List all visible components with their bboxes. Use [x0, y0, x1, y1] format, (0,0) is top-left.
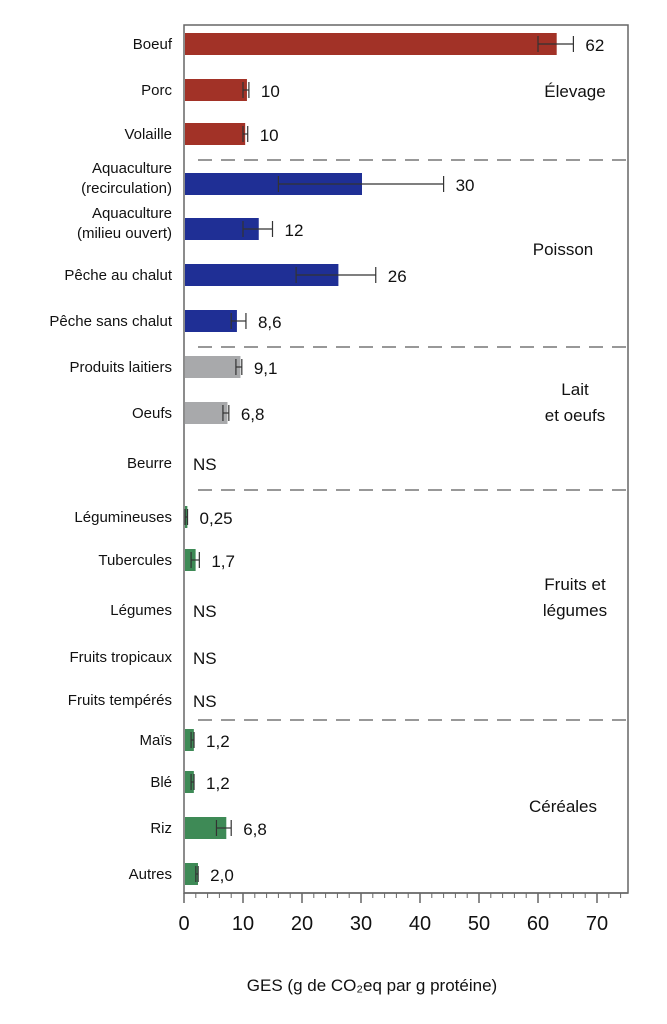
plot-frame: [183, 24, 629, 894]
x-tick-label: 50: [468, 913, 490, 935]
x-tick-label: 40: [409, 913, 431, 935]
category-label: Tubercules: [98, 552, 172, 569]
group-label: Fruits et: [544, 575, 606, 594]
value-label: 6,8: [241, 405, 265, 424]
bar: [185, 549, 196, 571]
category-label: Aquaculture: [92, 160, 172, 177]
category-label: Volaille: [124, 126, 172, 143]
x-axis-title: GES (g de CO₂eq par g protéine): [247, 976, 497, 995]
value-label: NS: [193, 649, 217, 668]
category-label: Riz: [150, 820, 172, 837]
value-label: 0,25: [200, 509, 233, 528]
category-label: Fruits tropicaux: [69, 649, 172, 666]
x-tick-label: 20: [291, 913, 313, 935]
x-tick-label: 0: [178, 913, 189, 935]
bar: [185, 402, 228, 424]
category-label: Autres: [129, 866, 172, 883]
x-tick-label: 70: [586, 913, 608, 935]
bar: [185, 310, 237, 332]
group-label: Lait: [561, 380, 589, 399]
value-label: 62: [585, 36, 604, 55]
group-label: Poisson: [533, 240, 593, 259]
bar: [185, 264, 339, 286]
value-label: NS: [193, 692, 217, 711]
value-label: 10: [260, 126, 279, 145]
group-label: et oeufs: [545, 406, 606, 425]
category-label: Pêche au chalut: [64, 267, 172, 284]
value-label: 10: [261, 82, 280, 101]
value-label: 12: [285, 221, 304, 240]
category-label: Fruits tempérés: [68, 692, 172, 709]
bar: [185, 79, 247, 101]
value-label: 30: [456, 176, 475, 195]
bar: [185, 771, 194, 793]
category-label: Beurre: [127, 455, 172, 472]
value-label: 1,7: [211, 552, 235, 571]
x-tick-label: 60: [527, 913, 549, 935]
category-label: Légumineuses: [74, 509, 172, 526]
category-label: Pêche sans chalut: [49, 313, 172, 330]
category-label: (milieu ouvert): [77, 225, 172, 242]
category-label: Maïs: [139, 732, 172, 749]
category-label: Oeufs: [132, 405, 172, 422]
value-label: 1,2: [206, 774, 230, 793]
category-label: Porc: [141, 82, 172, 99]
category-label: Produits laitiers: [69, 359, 172, 376]
value-label: NS: [193, 455, 217, 474]
category-label: Aquaculture: [92, 205, 172, 222]
bar: [185, 356, 241, 378]
x-tick-label: 30: [350, 913, 372, 935]
value-label: 9,1: [254, 359, 278, 378]
bar: [185, 729, 194, 751]
x-tick-label: 10: [232, 913, 254, 935]
value-label: NS: [193, 602, 217, 621]
value-label: 26: [388, 267, 407, 286]
group-label: légumes: [543, 601, 607, 620]
value-label: 1,2: [206, 732, 230, 751]
group-label: Céréales: [529, 797, 597, 816]
bar: [185, 863, 198, 885]
bar: [185, 33, 557, 55]
value-label: 2,0: [210, 866, 234, 885]
bar: [185, 218, 259, 240]
category-label: Légumes: [110, 602, 172, 619]
category-label: Blé: [150, 774, 172, 791]
value-label: 8,6: [258, 313, 282, 332]
value-label: 6,8: [243, 820, 267, 839]
category-label: Boeuf: [133, 36, 173, 53]
bar: [185, 173, 362, 195]
group-label: Élevage: [544, 82, 605, 101]
category-label: (recirculation): [81, 180, 172, 197]
bar: [185, 123, 246, 145]
